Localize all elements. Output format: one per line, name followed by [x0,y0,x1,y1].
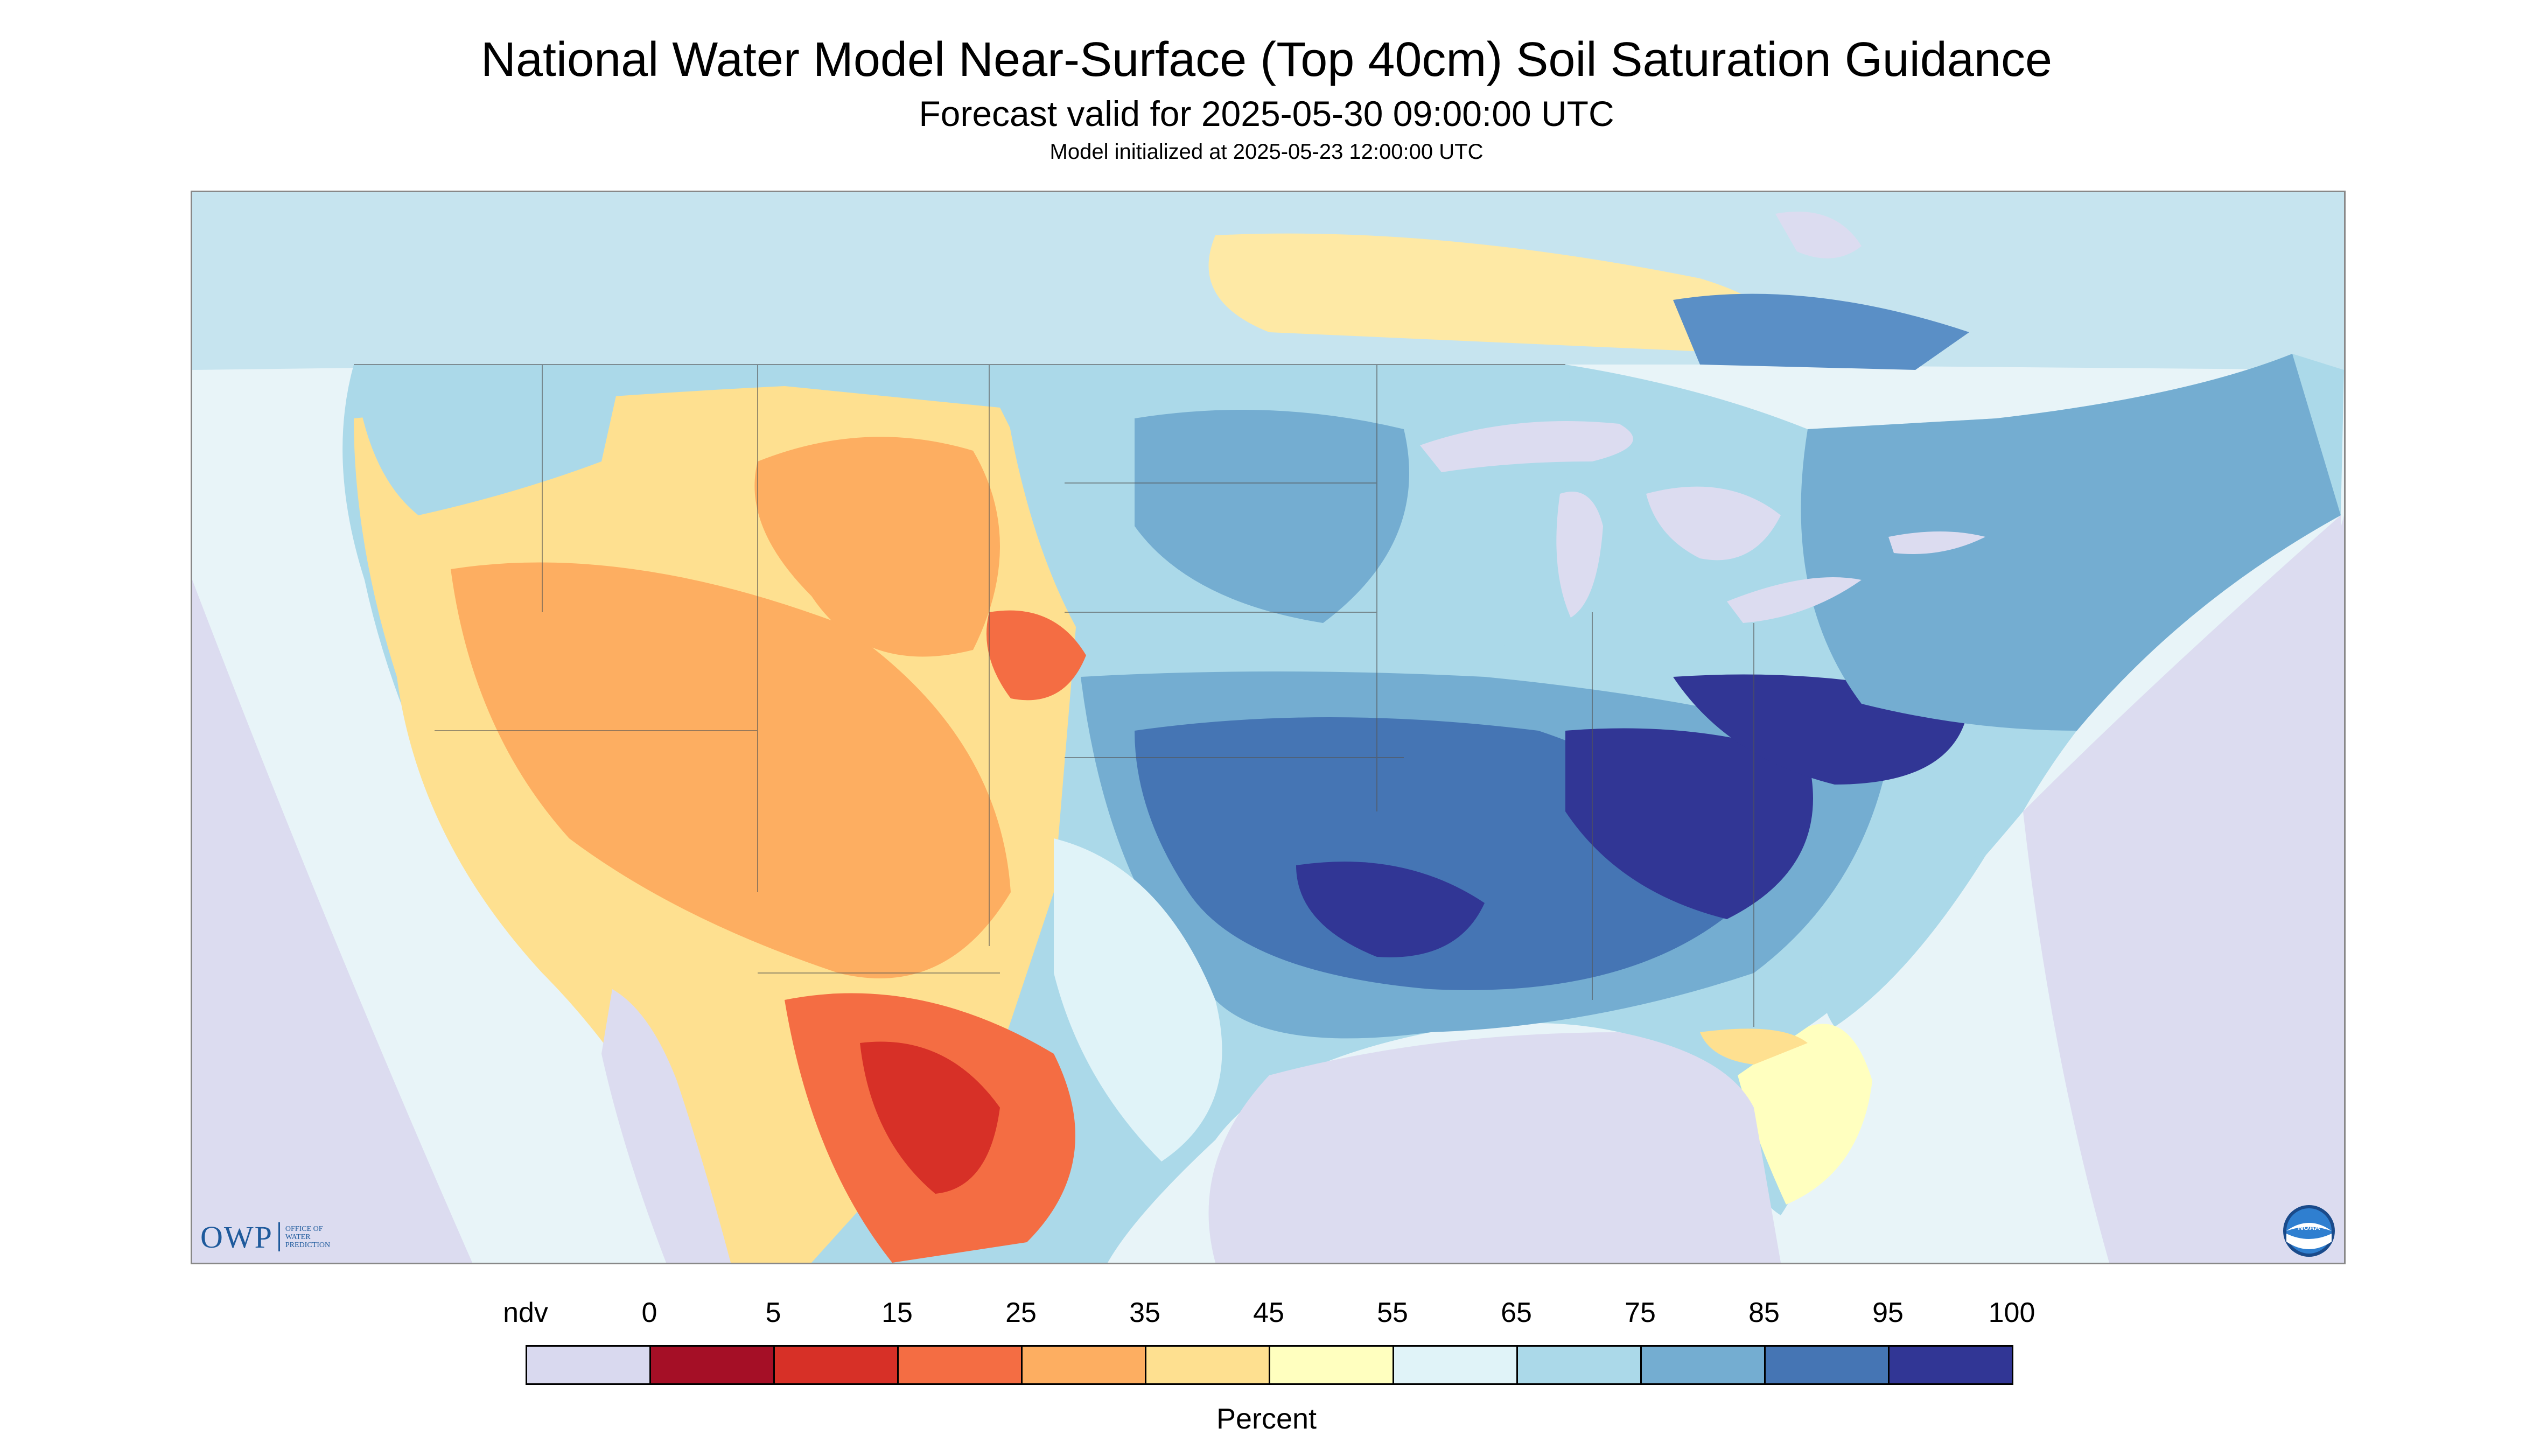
legend-swatch-35-45 [1146,1347,1270,1383]
state-borders [354,364,1754,1027]
legend-label-15: 15 [881,1297,913,1328]
lake-erie [1727,577,1862,623]
southwest-dry-region [451,562,1011,978]
legend-label-0: 0 [641,1297,657,1328]
legend-label-85: 85 [1748,1297,1780,1328]
legend-label-75: 75 [1625,1297,1656,1328]
pacific-northwest-moist [354,365,623,515]
forecast-valid-time: Forecast valid for 2025-05-30 09:00:00 U… [919,94,1614,134]
legend-label-ndv: ndv [503,1297,548,1328]
noaa-logo: NOAA [2283,1205,2335,1257]
gulf-of-california [601,989,731,1263]
gulf-of-mexico [1208,1032,1781,1263]
owp-sub-line-3: PREDICTION [285,1241,331,1249]
owp-logo-divider [278,1222,280,1251]
map-title: National Water Model Near-Surface (Top 4… [480,33,2052,87]
legend-swatch-65-75 [1518,1347,1642,1383]
legend-label-5: 5 [765,1297,781,1328]
legend-swatch-45-55 [1270,1347,1394,1383]
owp-logo-text: OWP [200,1219,273,1255]
legend-label-100: 100 [1988,1297,2035,1328]
owp-logo: OWP OFFICE OF WATER PREDICTION [200,1218,330,1256]
northeast-moist [1801,354,2341,731]
gulf-coast-dry [1700,1028,1808,1065]
soil-saturation-map [191,191,2346,1264]
lake-michigan [1556,492,1603,618]
colorado-dry-spot [986,610,1086,701]
legend-label-25: 25 [1005,1297,1037,1328]
legend-swatch-5-15 [775,1347,899,1383]
legend-swatch-55-65 [1394,1347,1518,1383]
legend-swatch-15-25 [899,1347,1023,1383]
southeast-coast [1821,838,1996,1027]
lake-huron [1646,486,1781,561]
upper-midwest-moist [1135,410,1409,623]
texas-oklahoma-saturated [1296,862,1485,957]
legend-label-65: 65 [1501,1297,1532,1328]
atlantic-ocean [2023,515,2344,1263]
ontario-wet-patch [1673,293,1969,370]
legend-colorbar [526,1345,2013,1385]
pacific-ocean [192,580,472,1263]
owp-sub-line-2: WATER [285,1233,311,1241]
legend-swatch-ndv [527,1347,651,1383]
legend-labels: ndv 0 5 15 25 35 45 55 65 75 85 95 100 [0,1297,2533,1334]
legend-label-45: 45 [1253,1297,1284,1328]
florida-region [1738,1024,1872,1205]
model-init-time: Model initialized at 2025-05-23 12:00:00… [1049,140,1484,164]
legend-swatch-85-95 [1766,1347,1890,1383]
svg-text:NOAA: NOAA [2298,1223,2320,1231]
legend-label-55: 55 [1377,1297,1408,1328]
legend-swatch-0-5 [651,1347,775,1383]
legend-swatch-25-35 [1023,1347,1146,1383]
canada-dry-patch [1208,233,1772,354]
lake-ontario [1888,531,1985,554]
owp-sub-line-1: OFFICE OF [285,1224,323,1233]
legend-label-35: 35 [1129,1297,1160,1328]
legend-swatch-95-100 [1890,1347,2012,1383]
sonora-driest-region [860,1041,1000,1194]
mississippi-valley-saturated [1565,728,1813,919]
legend-swatch-75-85 [1642,1347,1766,1383]
legend-label-95: 95 [1872,1297,1904,1328]
legend-title: Percent [1216,1403,1317,1435]
west-texas-transition [1054,838,1222,1161]
owp-logo-subtext: OFFICE OF WATER PREDICTION [285,1225,330,1249]
lake-superior [1420,421,1633,472]
rockies-dry-region [754,437,1000,657]
james-bay [1775,212,1862,258]
